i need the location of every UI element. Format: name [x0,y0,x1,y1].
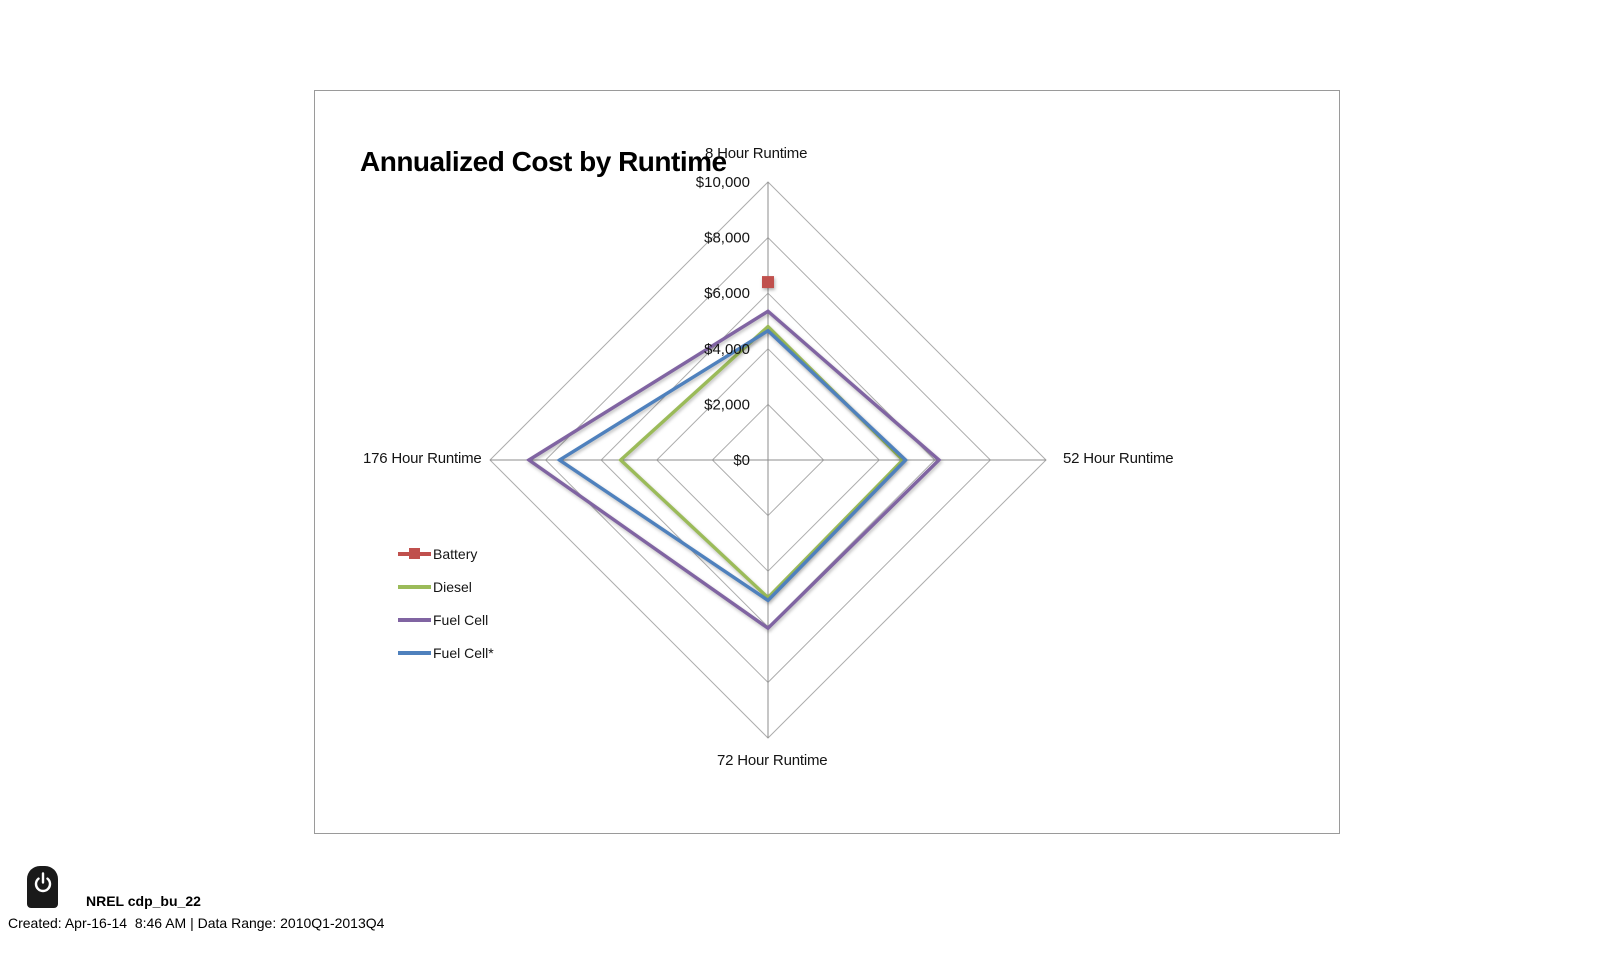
diesel-line-swatch-icon [398,584,431,589]
chart-frame [314,90,1340,834]
series-line-diesel [618,324,906,600]
r-tick-label: $8,000 [704,230,750,247]
fuel-cell-star-line-swatch-icon [398,650,431,655]
legend-label-battery: Battery [433,545,478,562]
r-tick-label: $10,000 [696,174,750,191]
series-line-fuel-cell [556,328,909,603]
legend: Battery Diesel Fuel Cell Fuel Cell* [398,537,494,669]
created-data-range-line: Created: Apr-16-14 8:46 AM | Data Range:… [8,915,385,931]
chart-title: Annualized Cost by Runtime [360,146,727,177]
battery-square-marker-icon [409,547,420,559]
r-tick-label: $4,000 [704,341,750,358]
power-icon [34,872,51,893]
axis-label-72-hour-runtime: 72 Hour Runtime [717,752,828,769]
legend-label-diesel: Diesel [433,578,472,595]
legend-label-fuel-cell-star: Fuel Cell* [433,644,494,661]
legend-item-fuel-cell: Fuel Cell [398,603,494,636]
r-tick-label: $0 [733,452,750,469]
legend-item-battery: Battery [398,537,494,570]
legend-item-fuel-cell-star: Fuel Cell* [398,636,494,669]
r-tick-label: $6,000 [704,285,750,302]
legend-label-fuel-cell: Fuel Cell [433,611,489,628]
series-line-fuel-cell [525,309,942,631]
dataset-label: NREL cdp_bu_22 [86,893,201,909]
axis-label-52-hour-runtime: 52 Hour Runtime [1063,450,1174,467]
fuel-cell-line-swatch-icon [398,617,431,622]
nrel-badge [27,866,58,908]
series-marker-battery [762,276,774,289]
r-tick-label: $2,000 [704,396,750,413]
battery-line-swatch-icon [398,547,431,559]
axis-label-176-hour-runtime: 176 Hour Runtime [363,450,482,467]
legend-item-diesel: Diesel [398,570,494,603]
axis-label-8-hour-runtime: 8 Hour Runtime [705,145,808,162]
